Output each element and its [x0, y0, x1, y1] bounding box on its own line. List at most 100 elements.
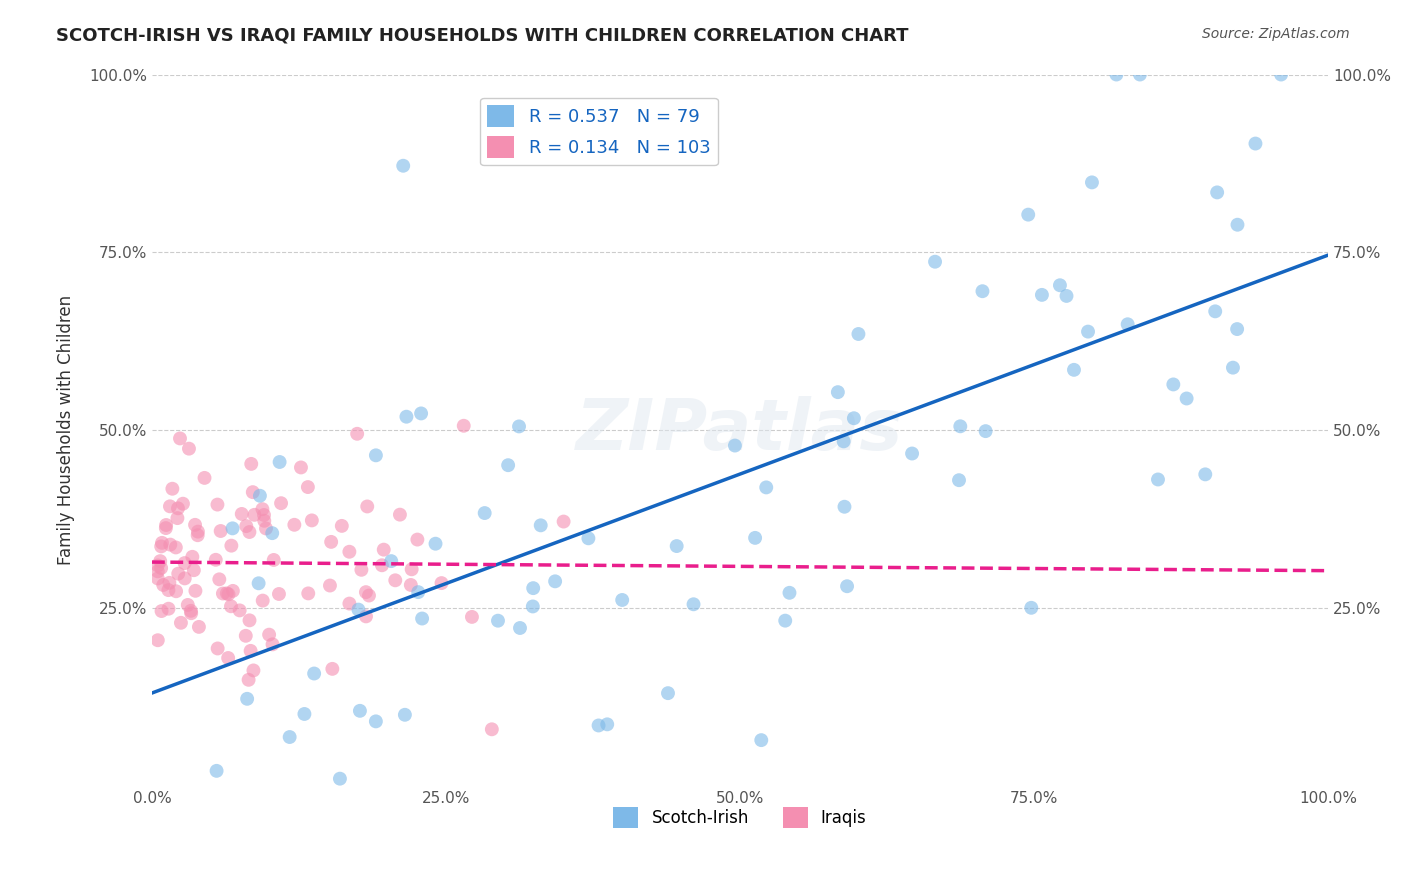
Text: SCOTCH-IRISH VS IRAQI FAMILY HOUSEHOLDS WITH CHILDREN CORRELATION CHART: SCOTCH-IRISH VS IRAQI FAMILY HOUSEHOLDS …	[56, 27, 908, 45]
Point	[486, 614, 509, 628]
Point	[373, 542, 395, 557]
Point	[509, 621, 531, 635]
Point	[283, 517, 305, 532]
Point	[254, 521, 277, 535]
Point	[1270, 68, 1292, 82]
Point	[159, 538, 181, 552]
Point	[832, 434, 855, 449]
Point	[157, 601, 180, 615]
Point	[1147, 473, 1170, 487]
Point	[1194, 467, 1216, 482]
Point	[209, 524, 232, 538]
Point	[297, 586, 319, 600]
Point	[350, 563, 373, 577]
Point	[337, 545, 360, 559]
Point	[149, 554, 172, 568]
Point	[364, 714, 387, 729]
Point	[425, 537, 447, 551]
Point	[749, 733, 772, 747]
Point	[1206, 186, 1229, 200]
Point	[205, 764, 228, 778]
Point	[1226, 218, 1249, 232]
Point	[294, 706, 316, 721]
Text: ZIPatlas: ZIPatlas	[576, 396, 904, 465]
Point	[221, 539, 243, 553]
Point	[181, 549, 204, 564]
Point	[1204, 304, 1226, 318]
Point	[388, 508, 411, 522]
Point	[150, 561, 173, 575]
Point	[612, 593, 634, 607]
Point	[278, 730, 301, 744]
Point	[183, 563, 205, 577]
Point	[357, 589, 380, 603]
Point	[187, 528, 209, 542]
Point	[146, 558, 169, 573]
Point	[394, 707, 416, 722]
Point	[221, 521, 243, 535]
Point	[208, 572, 231, 586]
Point	[253, 514, 276, 528]
Point	[1017, 208, 1039, 222]
Point	[399, 578, 422, 592]
Point	[170, 615, 193, 630]
Point	[238, 673, 260, 687]
Point	[150, 604, 173, 618]
Point	[974, 424, 997, 438]
Point	[1031, 288, 1053, 302]
Point	[411, 611, 433, 625]
Point	[347, 602, 370, 616]
Point	[167, 566, 190, 581]
Point	[657, 686, 679, 700]
Point	[1116, 318, 1139, 332]
Point	[252, 593, 274, 607]
Point	[180, 606, 202, 620]
Point	[474, 506, 496, 520]
Point	[228, 603, 250, 617]
Point	[235, 519, 257, 533]
Point	[167, 501, 190, 516]
Point	[588, 718, 610, 732]
Point	[146, 571, 169, 585]
Point	[392, 159, 415, 173]
Point	[481, 723, 503, 737]
Point	[1163, 377, 1185, 392]
Point	[262, 526, 284, 541]
Point	[204, 553, 226, 567]
Point	[218, 587, 240, 601]
Point	[827, 385, 849, 400]
Point	[231, 507, 253, 521]
Point	[270, 496, 292, 510]
Point	[150, 540, 173, 554]
Point	[755, 480, 778, 494]
Point	[263, 553, 285, 567]
Point	[453, 418, 475, 433]
Point	[184, 517, 207, 532]
Point	[207, 498, 229, 512]
Point	[169, 432, 191, 446]
Point	[207, 641, 229, 656]
Point	[177, 442, 200, 456]
Point	[257, 627, 280, 641]
Point	[187, 620, 209, 634]
Point	[252, 502, 274, 516]
Point	[406, 533, 429, 547]
Point	[172, 497, 194, 511]
Point	[162, 482, 184, 496]
Point	[177, 598, 200, 612]
Point	[356, 500, 378, 514]
Legend: Scotch-Irish, Iraqis: Scotch-Irish, Iraqis	[607, 801, 873, 834]
Point	[411, 406, 433, 420]
Point	[262, 637, 284, 651]
Point	[243, 508, 266, 522]
Point	[682, 597, 704, 611]
Point	[522, 599, 544, 614]
Point	[329, 772, 352, 786]
Point	[319, 578, 342, 592]
Point	[1077, 325, 1099, 339]
Y-axis label: Family Households with Children: Family Households with Children	[58, 295, 75, 566]
Point	[330, 519, 353, 533]
Point	[152, 578, 174, 592]
Point	[187, 524, 209, 539]
Point	[302, 666, 325, 681]
